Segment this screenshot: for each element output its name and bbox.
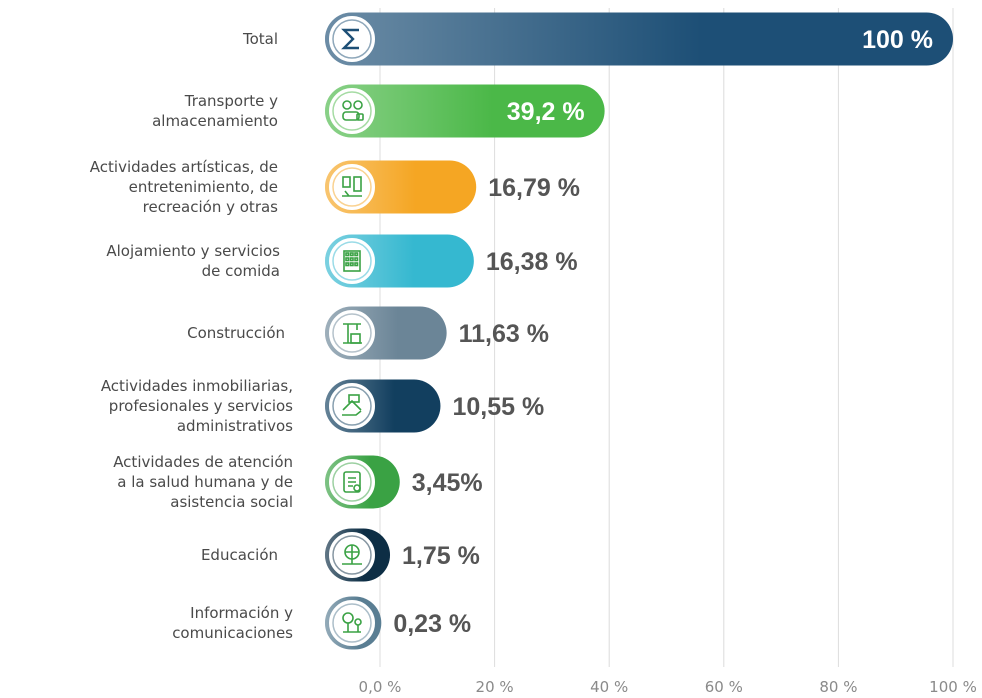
icon-badge-ring: [332, 603, 372, 643]
icon-badge-ring: [332, 91, 372, 131]
x-tick-label: 0,0 %: [359, 678, 402, 696]
category-label-line: Transporte y: [184, 92, 278, 110]
category-label-line: Alojamiento y servicios: [106, 242, 280, 260]
value-label: 16,79 %: [488, 174, 580, 202]
x-tick-label: 40 %: [590, 678, 628, 696]
construction-icon: [343, 323, 362, 344]
category-label: Actividades de atención a la salud humana…: [113, 453, 293, 511]
value-label: 10,55 %: [452, 393, 544, 421]
bar-group: 0,23 %: [325, 596, 471, 650]
category-label-line: profesionales y servicios: [109, 397, 293, 415]
value-label: 0,23 %: [393, 610, 471, 638]
x-tick-label: 100 %: [929, 678, 977, 696]
x-tick-label: 80 %: [819, 678, 857, 696]
x-tick-label: 60 %: [705, 678, 743, 696]
category-label-line: asistencia social: [170, 493, 293, 511]
icon-badge: [329, 164, 375, 210]
category-label: Actividades artísticas, de entretenimient…: [90, 158, 278, 216]
x-axis-ticks: 0,0 % 20 % 40 % 60 % 80 % 100 %: [359, 678, 977, 696]
icon-badge: [329, 310, 375, 356]
value-label: 1,75 %: [402, 542, 480, 570]
bars: 100 % 39,2 % 16,79 % 16,38 % 11,63 % 10,55 % 3…: [325, 12, 953, 650]
category-label-line: Actividades inmobiliarias,: [101, 377, 293, 395]
category-label-line: a la salud humana y de: [117, 473, 293, 491]
icon-badge: [329, 600, 375, 646]
icon-badge-ring: [332, 462, 372, 502]
bar-group: 16,79 %: [325, 160, 580, 214]
category-label-line: administrativos: [177, 417, 293, 435]
value-label: 11,63 %: [459, 320, 549, 348]
bar-group: 100 %: [325, 12, 953, 66]
icon-badge-ring: [332, 167, 372, 207]
icon-badge: [329, 88, 375, 134]
hotel-icon: [343, 250, 361, 272]
category-label: Alojamiento y servicios de comida: [106, 242, 280, 280]
value-label: 100 %: [862, 26, 933, 54]
bar-group: 3,45%: [325, 455, 483, 509]
bar-group: 39,2 %: [325, 84, 605, 138]
real-estate-icon: [342, 394, 362, 416]
bar-group: 10,55 %: [325, 379, 544, 433]
bar-sheen: [325, 84, 605, 138]
health-icon: [343, 471, 361, 493]
icon-badge-ring: [332, 241, 372, 281]
category-label-line: entretenimiento, de: [129, 178, 278, 196]
icon-badge-ring: [332, 535, 372, 575]
category-label: Actividades inmobiliarias, profesionales …: [101, 377, 293, 435]
x-tick-label: 20 %: [476, 678, 514, 696]
category-label-line: Actividades artísticas, de: [90, 158, 278, 176]
value-label: 39,2 %: [507, 98, 585, 126]
category-labels: Total Transporte y almacenamiento Actividad…: [90, 30, 293, 642]
category-label: Información y comunicaciones: [172, 604, 293, 642]
icon-badge: [329, 383, 375, 429]
icon-badge-ring: [332, 386, 372, 426]
category-label-line: Educación: [201, 546, 278, 564]
category-label: Educación: [201, 546, 278, 564]
icon-badge-ring: [332, 313, 372, 353]
category-label-line: Total: [242, 30, 278, 48]
bar-group: 11,63 %: [325, 306, 549, 360]
bar-group: 1,75 %: [325, 528, 480, 582]
category-label-line: Construcción: [187, 324, 285, 342]
information-icon: [342, 612, 362, 633]
value-label: 3,45%: [412, 469, 483, 497]
category-label-line: comunicaciones: [172, 624, 293, 642]
category-label: Transporte y almacenamiento: [152, 92, 278, 130]
category-label-line: Información y: [190, 604, 293, 622]
value-label: 16,38 %: [486, 248, 578, 276]
bar-sheen: [325, 12, 953, 66]
category-label-line: de comida: [202, 262, 280, 280]
bar-group: 16,38 %: [325, 234, 578, 288]
category-label: Total: [242, 30, 278, 48]
education-icon: [342, 544, 362, 565]
category-label: Construcción: [187, 324, 285, 342]
arts-icon: [342, 176, 362, 197]
category-label-line: recreación y otras: [143, 198, 279, 216]
category-label-line: Actividades de atención: [113, 453, 293, 471]
transport-icon: [342, 100, 364, 121]
icon-badge-ring: [332, 19, 372, 59]
category-label-line: almacenamiento: [152, 112, 278, 130]
sigma-icon: [341, 28, 359, 50]
